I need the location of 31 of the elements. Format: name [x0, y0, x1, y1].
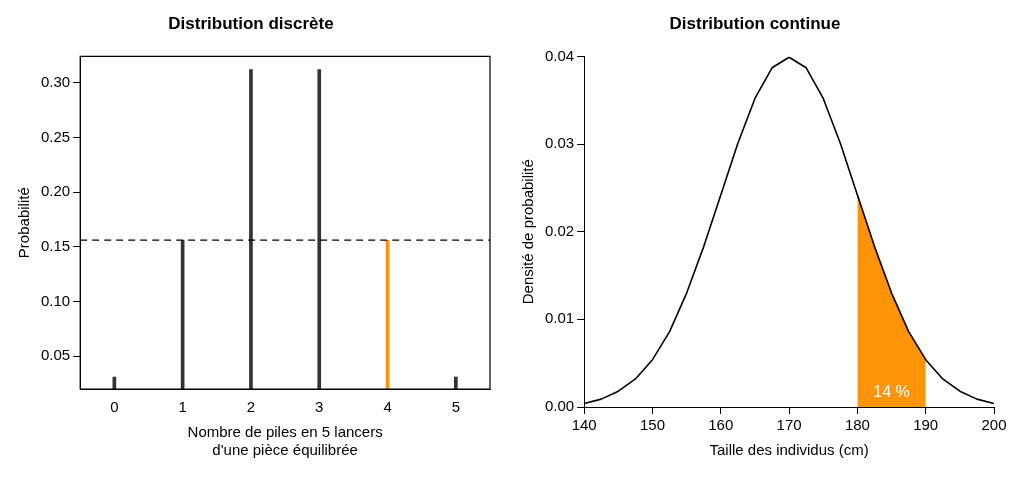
x-tick-label: 5 — [451, 398, 461, 416]
y-tick-label: 0.30 — [40, 72, 71, 90]
y-tick-label: 0.05 — [40, 346, 71, 364]
annotation: 14 % — [873, 383, 910, 401]
x-tick-label: 200 — [981, 416, 1007, 434]
x-tick-label: 150 — [639, 416, 666, 434]
x-tick-label: 160 — [708, 416, 734, 434]
x-tick-label: 140 — [571, 416, 597, 434]
y-axis-title: Densité de probabilité — [519, 159, 537, 305]
y-tick-label: 0.02 — [544, 221, 575, 239]
chart-title: Distribution discrète — [168, 13, 334, 33]
x-tick-label: 3 — [315, 398, 324, 416]
y-tick-label: 0.01 — [544, 309, 575, 327]
x-tick-label: 0 — [110, 398, 119, 416]
y-tick-label: 0.15 — [40, 236, 71, 254]
y-tick-label: 0.20 — [40, 182, 71, 200]
x-tick-label: 170 — [776, 416, 802, 434]
y-tick-label: 0.25 — [40, 127, 71, 145]
x-tick-label: 1 — [178, 398, 187, 416]
y-tick-label: 0.04 — [544, 46, 575, 64]
y-tick-label: 0.10 — [40, 291, 71, 309]
x-axis-title: Nombre de piles en 5 lancers d'une pièce équilibrée — [187, 423, 383, 459]
x-tick-label: 190 — [913, 416, 939, 434]
x-tick-label: 2 — [246, 398, 256, 416]
chart-title: Distribution continue — [669, 13, 841, 33]
x-tick-label: 180 — [844, 416, 870, 434]
x-tick-label: 4 — [383, 398, 392, 416]
y-axis-title: Probabilité — [15, 187, 33, 259]
x-axis-title: Taille des individus (cm) — [709, 441, 869, 459]
y-tick-label: 0.00 — [544, 397, 575, 415]
y-tick-label: 0.03 — [544, 134, 575, 152]
